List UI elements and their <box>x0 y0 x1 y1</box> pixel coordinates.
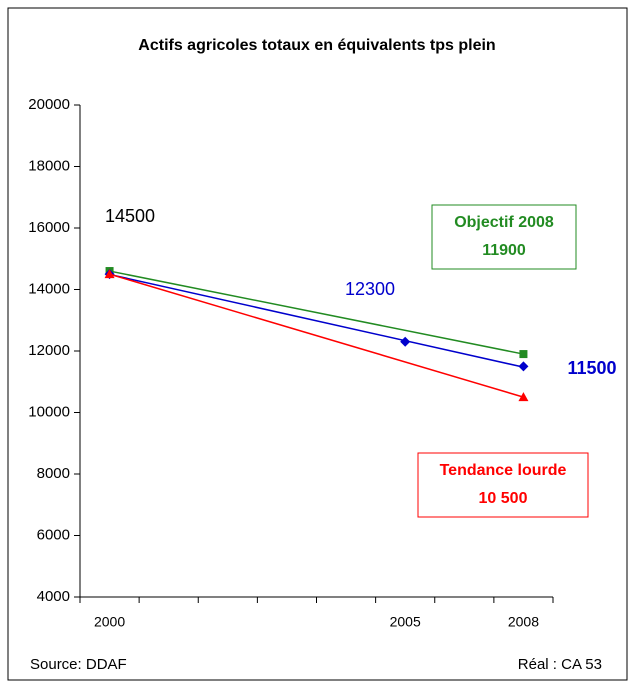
y-tick-label: 6000 <box>37 526 70 543</box>
y-tick-label: 14000 <box>28 280 70 297</box>
trendline <box>109 273 524 398</box>
annotation-box-text: Tendance lourde <box>440 462 567 479</box>
credit: Réal : CA 53 <box>518 656 602 673</box>
trendline <box>109 270 524 355</box>
annotation: 11500 <box>567 358 616 378</box>
annotation-box <box>417 452 589 518</box>
y-tick-label: 8000 <box>37 465 70 482</box>
y-tick-label: 16000 <box>28 219 70 236</box>
y-tick-label: 10000 <box>28 403 70 420</box>
annotation: 14500 <box>105 206 155 226</box>
frame <box>7 7 628 681</box>
x-tick-label: 2000 <box>94 614 125 630</box>
y-tick-label: 12000 <box>28 342 70 359</box>
annotation-box-text: Objectif 2008 <box>454 214 554 231</box>
x-tick-label: 2008 <box>508 614 539 630</box>
source: Source: DDAF <box>30 656 127 673</box>
marker <box>518 361 529 372</box>
y-tick-label: 4000 <box>37 588 70 605</box>
marker <box>519 350 528 359</box>
marker <box>400 336 411 347</box>
trendline <box>109 273 524 368</box>
annotation-box <box>431 204 577 270</box>
annotation-box-text: 10 500 <box>479 490 528 507</box>
marker <box>104 269 115 279</box>
y-tick-label: 18000 <box>28 157 70 174</box>
chart-title: Actifs agricoles totaux en équivalents t… <box>138 37 495 54</box>
marker <box>518 392 529 402</box>
x-tick-label: 2005 <box>390 614 421 630</box>
annotation-box-text: 11900 <box>482 242 526 259</box>
y-tick-label: 20000 <box>28 96 70 113</box>
annotation: 12300 <box>345 279 395 299</box>
